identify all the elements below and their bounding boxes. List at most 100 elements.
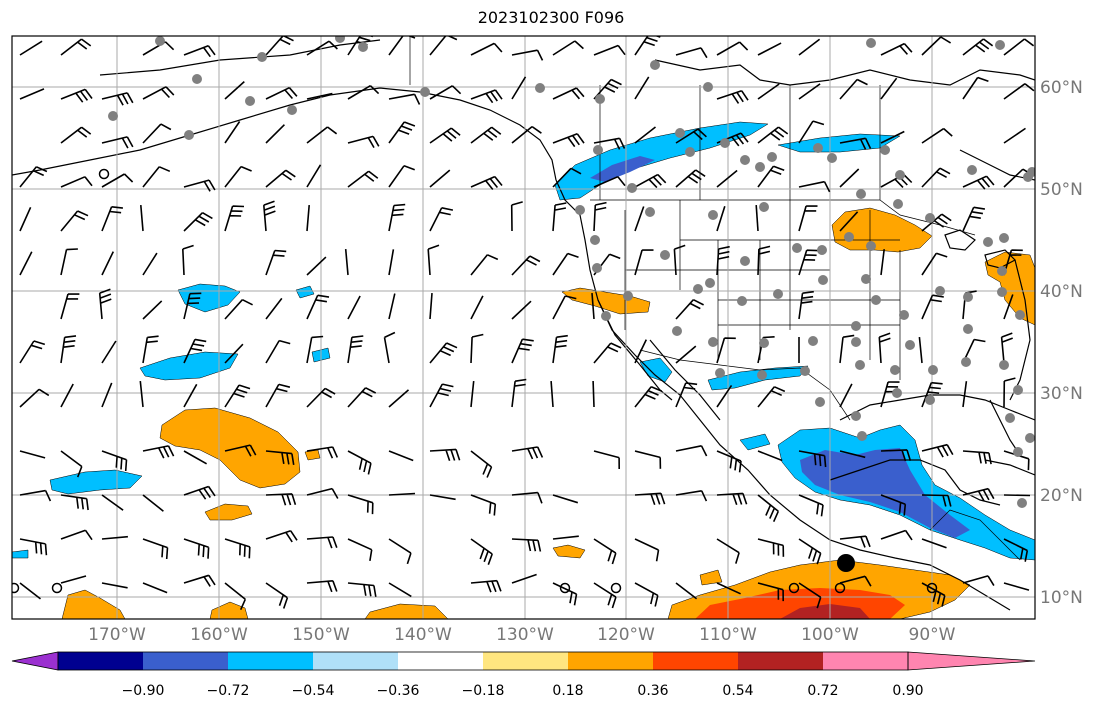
station-dot bbox=[740, 256, 750, 266]
wind-barb bbox=[388, 121, 416, 144]
wind-barb bbox=[552, 87, 585, 100]
station-dot bbox=[895, 170, 905, 180]
wind-barb bbox=[921, 294, 944, 320]
wind-barb bbox=[19, 40, 43, 56]
wind-barb bbox=[470, 295, 484, 320]
wind-barb bbox=[798, 582, 822, 609]
wind-barb bbox=[675, 345, 697, 364]
wind-barb bbox=[347, 295, 361, 320]
station-dot bbox=[420, 87, 430, 97]
field-orange-plains bbox=[831, 207, 933, 253]
station-dot bbox=[997, 287, 1007, 297]
wind-barb bbox=[757, 494, 780, 523]
wind-barb bbox=[1003, 377, 1016, 408]
wind-barb bbox=[552, 582, 578, 606]
wind-barb bbox=[675, 382, 698, 408]
colorbar-tick-label: 0.36 bbox=[637, 683, 668, 699]
station-dot bbox=[928, 365, 938, 375]
wind-barb bbox=[19, 489, 52, 502]
station-dot bbox=[108, 111, 118, 121]
wind-barb bbox=[716, 245, 730, 276]
wind-barb bbox=[593, 44, 626, 56]
station-dot bbox=[627, 183, 637, 193]
wind-barb bbox=[388, 538, 412, 565]
station-dot bbox=[287, 105, 297, 115]
lat-label: 10°N bbox=[1040, 588, 1083, 608]
wind-barb bbox=[224, 538, 251, 559]
wind-barb bbox=[347, 582, 377, 597]
wind-barb bbox=[388, 389, 410, 408]
station-dot bbox=[995, 40, 1005, 50]
station-dot bbox=[1013, 447, 1023, 457]
wind-barb bbox=[306, 92, 333, 100]
wind-barb bbox=[101, 382, 113, 408]
wind-barb bbox=[224, 165, 252, 188]
field-orange-pacific-2 bbox=[204, 503, 253, 521]
station-dot bbox=[899, 310, 909, 320]
wind-barb bbox=[755, 205, 759, 232]
wind-barb bbox=[634, 173, 667, 189]
wind-barb bbox=[552, 133, 585, 148]
wind-barb bbox=[716, 132, 749, 147]
wind-barb bbox=[429, 448, 461, 462]
wind-barb bbox=[552, 202, 567, 232]
lon-label: 140°W bbox=[394, 625, 452, 645]
wind-barb bbox=[470, 579, 502, 593]
wind-barb bbox=[306, 205, 310, 232]
wind-barb bbox=[839, 137, 872, 150]
wind-barb bbox=[19, 340, 46, 364]
wind-barb bbox=[427, 244, 440, 276]
wind-barb bbox=[388, 582, 412, 598]
wind-barb bbox=[347, 538, 373, 562]
station-dot bbox=[880, 145, 890, 155]
wind-barb bbox=[1003, 582, 1030, 591]
wind-barb bbox=[142, 86, 175, 100]
station-dot bbox=[866, 38, 876, 48]
wind-barb bbox=[142, 445, 175, 459]
calm-wind-circle bbox=[51, 582, 63, 594]
wind-barb bbox=[1003, 538, 1029, 562]
wind-barb bbox=[716, 205, 726, 232]
colorbar-tick-label: −0.36 bbox=[377, 683, 420, 699]
wind-barb bbox=[19, 450, 46, 459]
wind-barb bbox=[839, 535, 871, 548]
wind-barb bbox=[757, 42, 782, 56]
wind-barb bbox=[224, 384, 251, 408]
wind-barb bbox=[634, 450, 662, 469]
wind-barb bbox=[921, 252, 948, 276]
colorbar-bin bbox=[313, 652, 398, 670]
station-dot bbox=[601, 311, 611, 321]
wind-barb bbox=[101, 92, 134, 106]
wind-barb bbox=[388, 293, 396, 320]
wind-barb bbox=[60, 126, 92, 144]
wind-barb bbox=[265, 86, 298, 100]
wind-barb bbox=[388, 492, 416, 496]
field-orange-tropics-3 bbox=[552, 544, 586, 559]
wind-barb bbox=[183, 292, 202, 320]
wind-barb bbox=[962, 175, 995, 190]
wind-barb bbox=[60, 335, 77, 364]
wind-barb bbox=[470, 126, 502, 144]
wind-barb bbox=[142, 335, 159, 364]
wind-barb bbox=[429, 383, 454, 408]
wind-barb bbox=[1003, 83, 1035, 100]
wind-barb bbox=[921, 167, 951, 188]
colorbar-tick-label: 0.90 bbox=[892, 683, 923, 699]
wind-barb bbox=[224, 343, 244, 364]
wind-barb bbox=[265, 249, 287, 276]
wind-barb bbox=[470, 175, 503, 190]
station-dot bbox=[892, 388, 902, 398]
station-dot bbox=[851, 337, 861, 347]
station-dot bbox=[623, 291, 633, 301]
wind-barb bbox=[183, 383, 198, 408]
field-darkblue-mexico bbox=[800, 448, 970, 538]
station-dot bbox=[815, 397, 825, 407]
field-orange-pacific-1 bbox=[159, 407, 301, 489]
wind-barb bbox=[347, 335, 364, 364]
wind-barb bbox=[224, 298, 253, 320]
field-darkblue-canada bbox=[590, 156, 655, 182]
station-dot bbox=[685, 147, 695, 157]
wind-barb bbox=[470, 381, 475, 408]
station-dot bbox=[184, 130, 194, 140]
wind-barb bbox=[880, 449, 912, 462]
